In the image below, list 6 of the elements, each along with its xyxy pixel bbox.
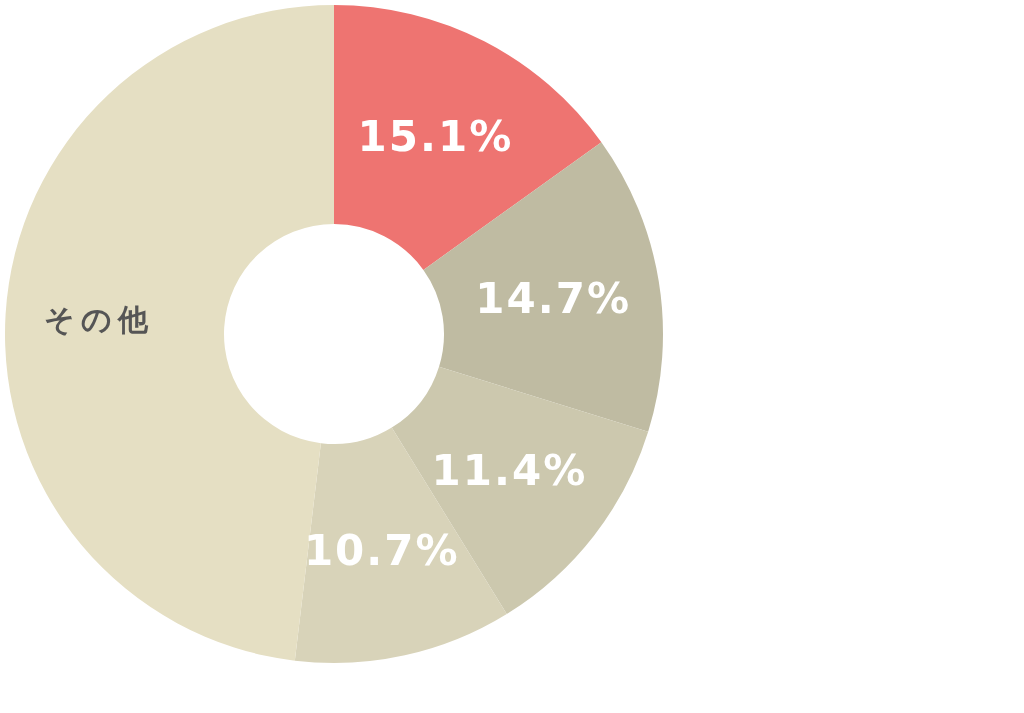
slice-label: その他 (44, 302, 155, 338)
donut-slice (334, 5, 602, 270)
data-label: 11.4% (431, 445, 588, 495)
data-label: 10.7% (303, 526, 460, 576)
data-label: 14.7% (475, 274, 632, 324)
data-label: 15.1% (357, 112, 514, 162)
